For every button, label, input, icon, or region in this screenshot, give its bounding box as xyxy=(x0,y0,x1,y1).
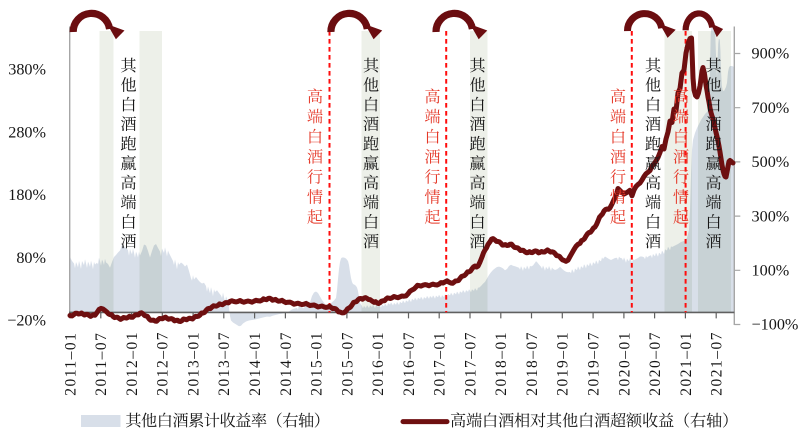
svg-text:2019–07: 2019–07 xyxy=(586,331,603,396)
svg-text:2011–07: 2011–07 xyxy=(93,332,110,396)
svg-text:2016–01: 2016–01 xyxy=(370,331,387,396)
svg-text:2014–01: 2014–01 xyxy=(247,331,264,396)
svg-text:380%: 380% xyxy=(8,61,46,79)
svg-text:80%: 80% xyxy=(16,249,46,267)
svg-text:2020–01: 2020–01 xyxy=(616,331,633,396)
svg-text:2018–07: 2018–07 xyxy=(524,331,541,396)
svg-text:500%: 500% xyxy=(752,153,790,171)
svg-text:−100%: −100% xyxy=(752,316,799,334)
svg-text:2012–07: 2012–07 xyxy=(155,331,172,396)
svg-text:2017–01: 2017–01 xyxy=(432,331,449,396)
svg-text:2016–07: 2016–07 xyxy=(401,331,418,396)
svg-text:2013–01: 2013–01 xyxy=(186,331,203,396)
svg-text:2018–01: 2018–01 xyxy=(493,331,510,396)
svg-text:2020–07: 2020–07 xyxy=(647,331,664,396)
svg-text:2021–01: 2021–01 xyxy=(678,331,695,396)
svg-text:2011–01: 2011–01 xyxy=(62,332,79,396)
svg-text:300%: 300% xyxy=(752,207,790,225)
svg-text:2021–07: 2021–07 xyxy=(709,331,726,396)
svg-text:2015–01: 2015–01 xyxy=(309,331,326,396)
svg-text:2013–07: 2013–07 xyxy=(216,331,233,396)
svg-text:2014–07: 2014–07 xyxy=(278,331,295,396)
svg-text:−20%: −20% xyxy=(7,312,46,330)
svg-text:2012–01: 2012–01 xyxy=(124,331,141,396)
svg-text:2019–01: 2019–01 xyxy=(555,331,572,396)
svg-text:2015–07: 2015–07 xyxy=(339,331,356,396)
svg-text:100%: 100% xyxy=(752,262,790,280)
svg-text:280%: 280% xyxy=(8,123,46,141)
svg-text:180%: 180% xyxy=(8,186,46,204)
svg-text:900%: 900% xyxy=(752,45,790,63)
svg-text:700%: 700% xyxy=(752,99,790,117)
svg-text:2017–07: 2017–07 xyxy=(462,331,479,396)
